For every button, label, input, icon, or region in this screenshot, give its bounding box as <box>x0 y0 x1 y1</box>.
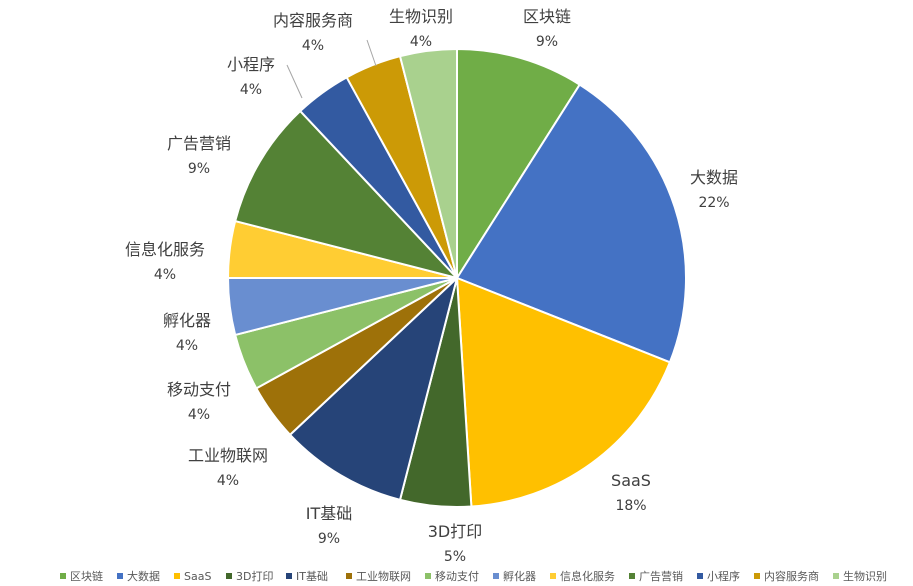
slice-name-label-6: 移动支付 <box>167 380 231 399</box>
slice-percent-label-0: 9% <box>536 34 558 50</box>
legend-label-12: 生物识别 <box>843 569 887 583</box>
legend-label-1: 大数据 <box>127 569 160 583</box>
legend-swatch-11 <box>754 573 760 579</box>
legend-label-11: 内容服务商 <box>764 569 819 583</box>
slice-name-label-11: 内容服务商 <box>273 11 353 30</box>
legend-swatch-6 <box>425 573 431 579</box>
slice-name-label-5: 工业物联网 <box>188 446 268 465</box>
legend-swatch-7 <box>493 573 499 579</box>
legend-swatch-9 <box>629 573 635 579</box>
slice-name-label-3: 3D打印 <box>428 522 483 541</box>
slice-percent-label-1: 22% <box>698 195 729 211</box>
legend-label-4: IT基础 <box>296 570 328 583</box>
slice-percent-label-8: 4% <box>154 267 176 283</box>
legend-swatch-2 <box>174 573 180 579</box>
pie-slices <box>226 47 687 508</box>
legend: 区块链 大数据 SaaS 3D打印 IT基础 工业物联网 移动支付 孵化器 信息化服务 广告营销 小… <box>60 569 887 583</box>
legend-swatch-0 <box>60 573 66 579</box>
legend-label-10: 小程序 <box>707 569 740 583</box>
slice-name-label-7: 孵化器 <box>163 311 211 330</box>
slice-percent-label-10: 4% <box>240 82 262 98</box>
legend-label-9: 广告营销 <box>639 569 683 583</box>
slice-percent-label-2: 18% <box>615 498 646 514</box>
slice-percent-label-4: 9% <box>318 531 340 547</box>
pie-slice-12 <box>398 47 458 279</box>
leader-line-11 <box>366 39 377 67</box>
legend-label-2: SaaS <box>184 570 211 583</box>
legend-label-0: 区块链 <box>70 569 103 583</box>
slice-name-label-9: 广告营销 <box>167 134 231 153</box>
pie-slice-0 <box>456 47 582 282</box>
legend-label-5: 工业物联网 <box>356 569 411 583</box>
slice-name-label-0: 区块链 <box>523 7 571 26</box>
leader-line-10 <box>286 64 303 99</box>
slice-name-label-1: 大数据 <box>690 168 738 187</box>
slice-name-label-12: 生物识别 <box>389 7 453 26</box>
slice-percent-label-7: 4% <box>176 338 198 354</box>
slice-labels: 区块链 9% 大数据 22% SaaS 18% 3D打印 5% IT基础 9% 工业物联网 4% 移动支… <box>125 7 738 565</box>
legend-swatch-3 <box>226 573 232 579</box>
slice-percent-label-5: 4% <box>217 473 239 489</box>
slice-name-label-8: 信息化服务 <box>125 240 205 259</box>
legend-label-3: 3D打印 <box>236 569 273 583</box>
leader-lines <box>286 39 377 99</box>
legend-label-6: 移动支付 <box>435 570 479 583</box>
legend-swatch-5 <box>346 573 352 579</box>
slice-percent-label-11: 4% <box>302 38 324 54</box>
slice-percent-label-6: 4% <box>188 407 210 423</box>
pie-slice-2 <box>455 276 672 508</box>
pie-slice-1 <box>455 83 687 364</box>
legend-label-7: 孵化器 <box>503 569 536 583</box>
slice-percent-label-3: 5% <box>444 549 466 565</box>
pie-slice-4 <box>288 274 459 502</box>
slice-name-label-10: 小程序 <box>227 55 275 74</box>
slice-name-label-2: SaaS <box>611 471 651 490</box>
slice-percent-label-12: 4% <box>410 34 432 50</box>
legend-label-8: 信息化服务 <box>560 569 615 583</box>
legend-swatch-1 <box>117 573 123 579</box>
pie-slice-9 <box>233 109 461 280</box>
legend-swatch-8 <box>550 573 556 579</box>
legend-swatch-10 <box>697 573 703 579</box>
legend-swatch-4 <box>286 573 292 579</box>
slice-percent-label-9: 9% <box>188 161 210 177</box>
legend-swatch-12 <box>833 573 839 579</box>
slice-name-label-4: IT基础 <box>306 504 353 523</box>
